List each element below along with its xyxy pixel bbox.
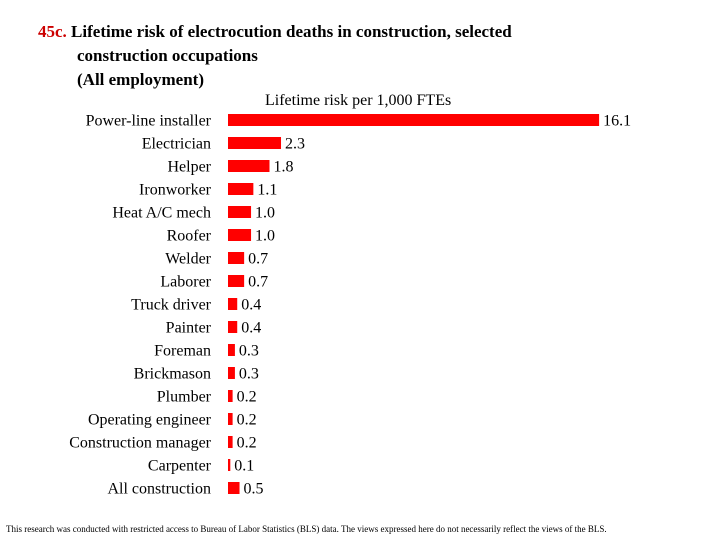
category-label: Brickmason — [134, 366, 211, 383]
category-label: Ironworker — [139, 182, 212, 199]
value-label: 1.8 — [273, 159, 293, 176]
value-label: 1.0 — [255, 205, 275, 222]
x-axis-label: Lifetime risk per 1,000 FTEs — [265, 92, 452, 109]
value-label: 0.5 — [244, 481, 264, 498]
title-number: 45c. — [38, 22, 67, 41]
category-label: Laborer — [160, 274, 211, 291]
bar — [228, 413, 233, 425]
value-label: 1.1 — [257, 182, 277, 199]
category-label: Helper — [167, 159, 211, 176]
category-label: Painter — [166, 320, 212, 337]
value-label: 0.7 — [248, 251, 268, 268]
bar — [228, 137, 282, 149]
category-label: Heat A/C mech — [112, 205, 211, 222]
bar — [228, 321, 238, 333]
value-label: 0.3 — [239, 343, 259, 360]
bar — [228, 298, 238, 310]
value-label: 0.1 — [234, 458, 254, 475]
value-label: 16.1 — [603, 113, 631, 130]
value-label: 0.3 — [239, 366, 259, 383]
category-label: Electrician — [142, 136, 211, 153]
value-label: 0.2 — [237, 435, 257, 452]
bar — [228, 390, 233, 402]
title-line-3: (All employment) — [77, 70, 205, 89]
value-label: 2.3 — [285, 136, 305, 153]
bar — [228, 344, 235, 356]
category-label: All construction — [107, 481, 211, 498]
value-label: 0.7 — [248, 274, 268, 291]
bar-chart: Power-line installer 16.1 Electrician 2.3 He… — [69, 113, 631, 498]
category-label: Truck driver — [131, 297, 212, 314]
footnote: This research was conducted with restric… — [6, 524, 607, 534]
bar — [228, 206, 252, 218]
value-label: 0.4 — [241, 297, 261, 314]
category-label: Power-line installer — [86, 113, 212, 130]
category-label: Plumber — [157, 389, 212, 406]
category-label: Welder — [165, 251, 211, 268]
value-label: 0.2 — [237, 389, 257, 406]
bar — [228, 459, 231, 471]
bar — [228, 114, 600, 126]
bar — [228, 160, 270, 172]
category-label: Carpenter — [148, 458, 212, 475]
value-label: 0.4 — [241, 320, 261, 337]
bar — [228, 367, 235, 379]
bar — [228, 275, 245, 287]
bar — [228, 482, 240, 494]
title-line-1: Lifetime risk of electrocution deaths in… — [71, 22, 512, 41]
category-label: Foreman — [154, 343, 211, 360]
category-label: Roofer — [167, 228, 212, 245]
category-label: Construction manager — [69, 435, 211, 452]
bar — [228, 436, 233, 448]
title-line-2: construction occupations — [77, 46, 258, 65]
bar — [228, 252, 245, 264]
bar — [228, 183, 254, 195]
value-label: 0.2 — [237, 412, 257, 429]
chart-title: 45c. Lifetime risk of electrocution deat… — [38, 20, 512, 92]
category-label: Operating engineer — [88, 412, 212, 429]
bar — [228, 229, 252, 241]
value-label: 1.0 — [255, 228, 275, 245]
